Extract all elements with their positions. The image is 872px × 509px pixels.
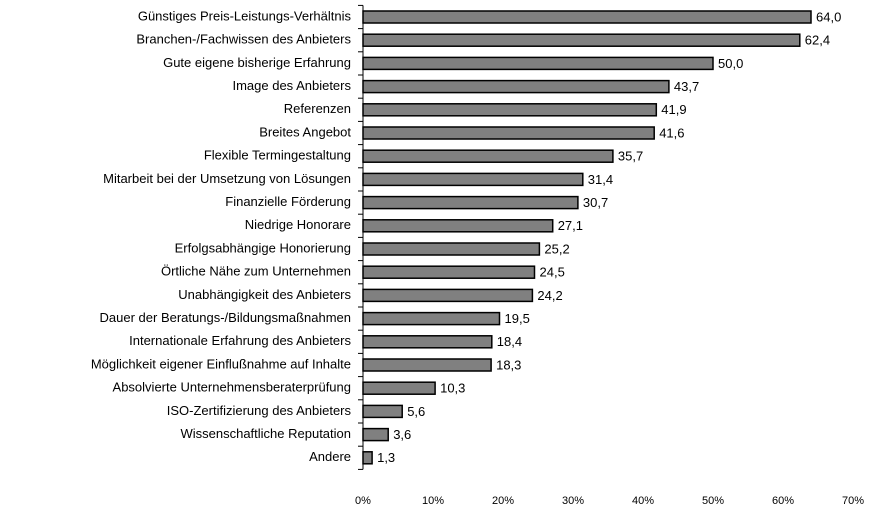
x-tick-label: 70% xyxy=(842,495,864,507)
category-label: Flexible Termingestaltung xyxy=(204,148,351,163)
value-label: 25,2 xyxy=(544,241,569,256)
value-label: 19,5 xyxy=(505,311,530,326)
category-label: Günstiges Preis-Leistungs-Verhältnis xyxy=(138,8,352,23)
category-label: Mitarbeit bei der Umsetzung von Lösungen xyxy=(103,171,351,186)
category-label: Absolvierte Unternehmensberaterprüfung xyxy=(113,380,351,395)
bar xyxy=(362,103,658,117)
bar xyxy=(362,195,579,210)
value-label: 31,4 xyxy=(588,172,613,187)
x-tick-label: 30% xyxy=(562,495,584,507)
value-label: 30,7 xyxy=(583,195,608,210)
x-tick-label: 50% xyxy=(702,495,724,507)
bar xyxy=(362,149,614,163)
category-label: Wissenschaftliche Reputation xyxy=(180,426,351,441)
value-label: 10,3 xyxy=(440,381,465,396)
category-label: Breites Angebot xyxy=(259,124,351,139)
bar xyxy=(362,56,714,71)
value-label: 41,6 xyxy=(659,125,684,140)
category-label: Möglichkeit eigener Einflußnahme auf Inh… xyxy=(91,356,351,371)
value-label: 3,6 xyxy=(393,427,411,442)
bar xyxy=(362,358,492,372)
category-label: Dauer der Beratungs-/Bildungsmaßnahmen xyxy=(100,310,351,325)
value-label: 5,6 xyxy=(407,404,425,419)
category-label: Niedrige Honorare xyxy=(245,217,351,232)
value-label: 64,0 xyxy=(816,9,841,24)
value-label: 41,9 xyxy=(661,102,686,117)
category-label: Gute eigene bisherige Erfahrung xyxy=(163,55,351,70)
value-label: 27,1 xyxy=(558,218,583,233)
category-label: Branchen-/Fachwissen des Anbieters xyxy=(136,32,351,47)
value-label: 43,7 xyxy=(674,79,699,94)
bar xyxy=(362,79,670,94)
category-label: Image des Anbieters xyxy=(232,78,351,93)
value-label: 18,3 xyxy=(496,357,521,372)
bar xyxy=(362,311,501,326)
value-label: 24,5 xyxy=(540,265,565,280)
value-label: 50,0 xyxy=(718,56,743,71)
category-label: Finanzielle Förderung xyxy=(225,194,351,209)
bar xyxy=(362,172,584,187)
category-label: Referenzen xyxy=(284,101,351,116)
value-label: 24,2 xyxy=(537,288,562,303)
bar xyxy=(362,427,389,442)
category-label: Erfolgsabhängige Honorierung xyxy=(175,240,351,255)
bar xyxy=(362,451,373,465)
value-label: 62,4 xyxy=(805,33,830,48)
category-label: Andere xyxy=(309,449,351,464)
category-label: Örtliche Nähe zum Unternehmen xyxy=(161,264,351,279)
bar xyxy=(362,381,436,395)
x-tick-label: 40% xyxy=(632,495,654,507)
bar xyxy=(362,33,801,47)
category-label: Internationale Erfahrung des Anbieters xyxy=(129,333,351,348)
x-tick-label: 60% xyxy=(772,495,794,507)
bar xyxy=(362,10,812,24)
x-tick-label: 0% xyxy=(355,495,371,507)
value-label: 18,4 xyxy=(497,334,522,349)
value-label: 1,3 xyxy=(377,450,395,465)
bar xyxy=(362,242,541,256)
category-label: ISO-Zertifizierung des Anbieters xyxy=(167,403,352,418)
value-label: 35,7 xyxy=(618,149,643,164)
bar xyxy=(362,288,534,303)
bar xyxy=(362,335,493,349)
category-label: Unabhängigkeit des Anbieters xyxy=(178,287,351,302)
x-tick-label: 10% xyxy=(422,495,444,507)
bar xyxy=(362,126,655,140)
bar xyxy=(362,404,403,419)
bar xyxy=(362,265,536,279)
x-tick-label: 20% xyxy=(492,495,514,507)
bar xyxy=(362,219,554,233)
